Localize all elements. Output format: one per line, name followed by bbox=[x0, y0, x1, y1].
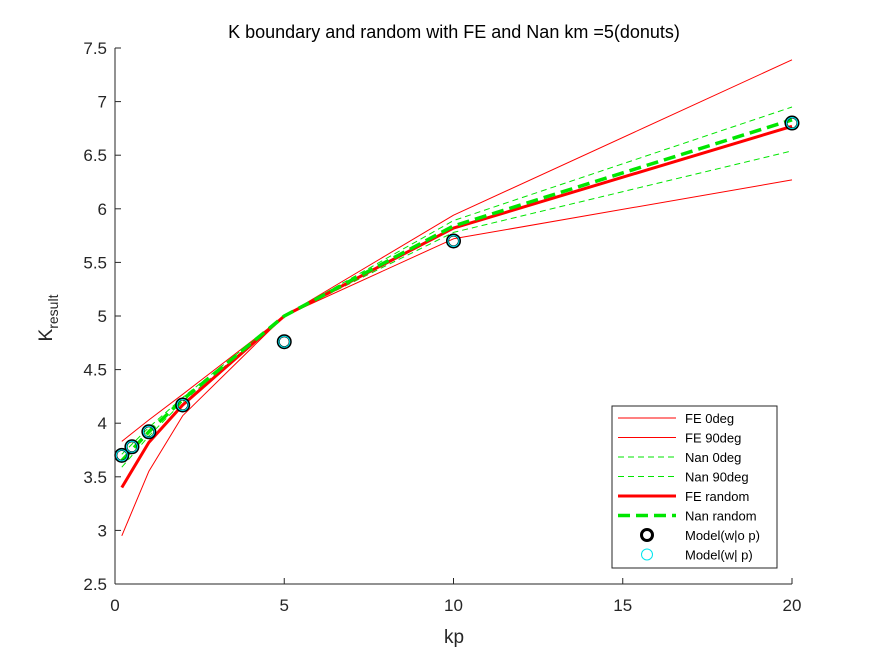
series-line-fe-0deg bbox=[121, 59, 793, 442]
model-with-p-point bbox=[176, 398, 189, 411]
model-with-p-point bbox=[142, 425, 155, 438]
x-tick-label: 10 bbox=[444, 596, 463, 615]
model-with-p-point bbox=[125, 440, 138, 453]
legend-swatch bbox=[640, 528, 654, 542]
legend-entry-label: Nan random bbox=[685, 509, 757, 524]
y-axis-ticks: 2.5 3 3.5 4 4.5 5 5.5 6 6.5 7 7.5 bbox=[83, 39, 121, 594]
y-axis-label: Kresult bbox=[36, 294, 61, 341]
series-line-fe-random bbox=[120, 124, 793, 489]
y-tick-label: 4.5 bbox=[83, 361, 107, 380]
model-with-p-point bbox=[786, 117, 798, 130]
y-tick-label: 7 bbox=[98, 93, 107, 112]
legend-entry-label: Nan 90deg bbox=[685, 470, 749, 485]
model-with-p-point bbox=[278, 335, 291, 348]
model-with-p-point bbox=[115, 449, 128, 462]
legend-entry-label: FE 90deg bbox=[685, 431, 741, 446]
legend-entry-label: FE 0deg bbox=[685, 411, 734, 426]
axes-box bbox=[114, 48, 792, 585]
x-tick-label: 20 bbox=[783, 596, 802, 615]
legend-entry-label: FE random bbox=[685, 489, 749, 504]
x-axis-label: kp bbox=[444, 627, 464, 648]
y-axis-label-subscript: result bbox=[45, 294, 61, 328]
series-line-nan-random bbox=[120, 118, 793, 462]
y-tick-label: 5 bbox=[98, 307, 107, 326]
y-tick-label: 2.5 bbox=[83, 575, 107, 594]
model-with-p-point bbox=[447, 234, 460, 247]
legend-entry-label: Nan 0deg bbox=[685, 450, 741, 465]
x-tick-label: 0 bbox=[110, 596, 119, 615]
y-tick-label: 3 bbox=[98, 521, 107, 540]
y-tick-label: 6 bbox=[98, 200, 107, 219]
series-line-fe-90deg bbox=[121, 179, 793, 536]
y-tick-label: 7.5 bbox=[83, 39, 107, 58]
legend-entry-label: Model(w|o p) bbox=[685, 528, 760, 543]
chart-title: K boundary and random with FE and Nan km… bbox=[228, 22, 680, 42]
y-tick-label: 6.5 bbox=[83, 146, 107, 165]
legend: FE 0deg FE 90deg Nan 0deg Nan 90deg FE rando… bbox=[611, 405, 778, 569]
legend-entry-label: Model(w| p) bbox=[685, 548, 753, 563]
x-axis-ticks: 0 5 10 15 20 bbox=[110, 578, 801, 615]
legend-swatch bbox=[641, 548, 653, 561]
y-tick-label: 3.5 bbox=[83, 468, 107, 487]
x-tick-label: 15 bbox=[613, 596, 632, 615]
y-tick-label: 4 bbox=[98, 414, 107, 433]
legend-box bbox=[611, 405, 778, 569]
y-tick-label: 5.5 bbox=[83, 253, 107, 272]
y-axis-label-main: K bbox=[36, 328, 57, 341]
x-tick-label: 5 bbox=[280, 596, 289, 615]
marker-layer bbox=[114, 115, 800, 463]
